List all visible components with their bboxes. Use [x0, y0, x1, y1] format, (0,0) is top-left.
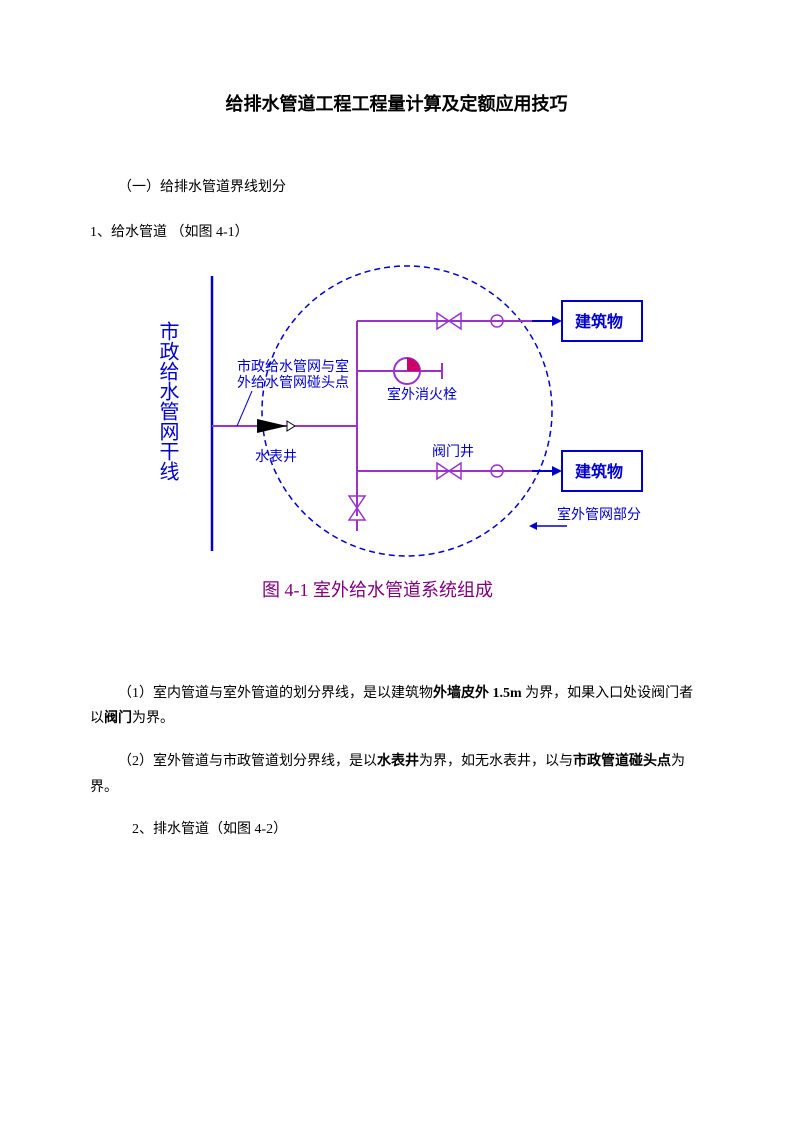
section-heading-1: （一）给排水管道界线划分: [90, 176, 703, 196]
building-label-2: 建筑物: [575, 462, 623, 481]
connection-label-2: 外给水管网碰头点: [237, 375, 349, 391]
item-2: 2、排水管道（如图 4-2）: [90, 818, 703, 838]
building-label-1: 建筑物: [575, 312, 623, 331]
page-title: 给排水管道工程工程量计算及定额应用技巧: [90, 90, 703, 116]
hydrant-label: 室外消火栓: [387, 386, 457, 403]
paragraph-2: （2）室外管道与市政管道划分界线，是以水表井为界，如无水表井，以与市政管道碰头点…: [90, 749, 703, 799]
vertical-main-label: 市政给水管网干线: [156, 321, 179, 481]
meter-well-label: 水表井: [255, 449, 297, 465]
p1-text-1: （1）室内管道与室外管道的划分界线，是以建筑物: [118, 686, 433, 701]
paragraph-1: （1）室内管道与室外管道的划分界线，是以建筑物外墙皮外 1.5m 为界，如果入口…: [90, 681, 703, 731]
p2-text-2: 为界，如无水表井，以与: [419, 754, 573, 769]
outdoor-section-label: 室外管网部分: [557, 506, 641, 523]
p1-text-3: 为界。: [132, 711, 174, 726]
p2-bold-1: 水表井: [377, 754, 419, 769]
item-1: 1、给水管道 （如图 4-1）: [90, 221, 703, 241]
water-supply-diagram-svg: 市政给水管网干线 水表井 市政给水管网与室 外给水管网碰头点 建筑物: [137, 261, 657, 621]
p2-bold-2: 市政管道碰头点: [573, 754, 671, 769]
p2-text-1: （2）室外管道与市政管道划分界线，是以: [118, 754, 377, 769]
connection-label-1: 市政给水管网与室: [237, 358, 349, 375]
diagram-figure-4-1: 市政给水管网干线 水表井 市政给水管网与室 外给水管网碰头点 建筑物: [137, 261, 657, 621]
figure-caption: 图 4-1 室外给水管道系统组成: [262, 580, 493, 600]
p1-bold-1: 外墙皮外 1.5m: [433, 686, 522, 701]
valve-well-label: 阀门井: [432, 444, 474, 460]
p1-bold-2: 阀门: [104, 711, 132, 726]
